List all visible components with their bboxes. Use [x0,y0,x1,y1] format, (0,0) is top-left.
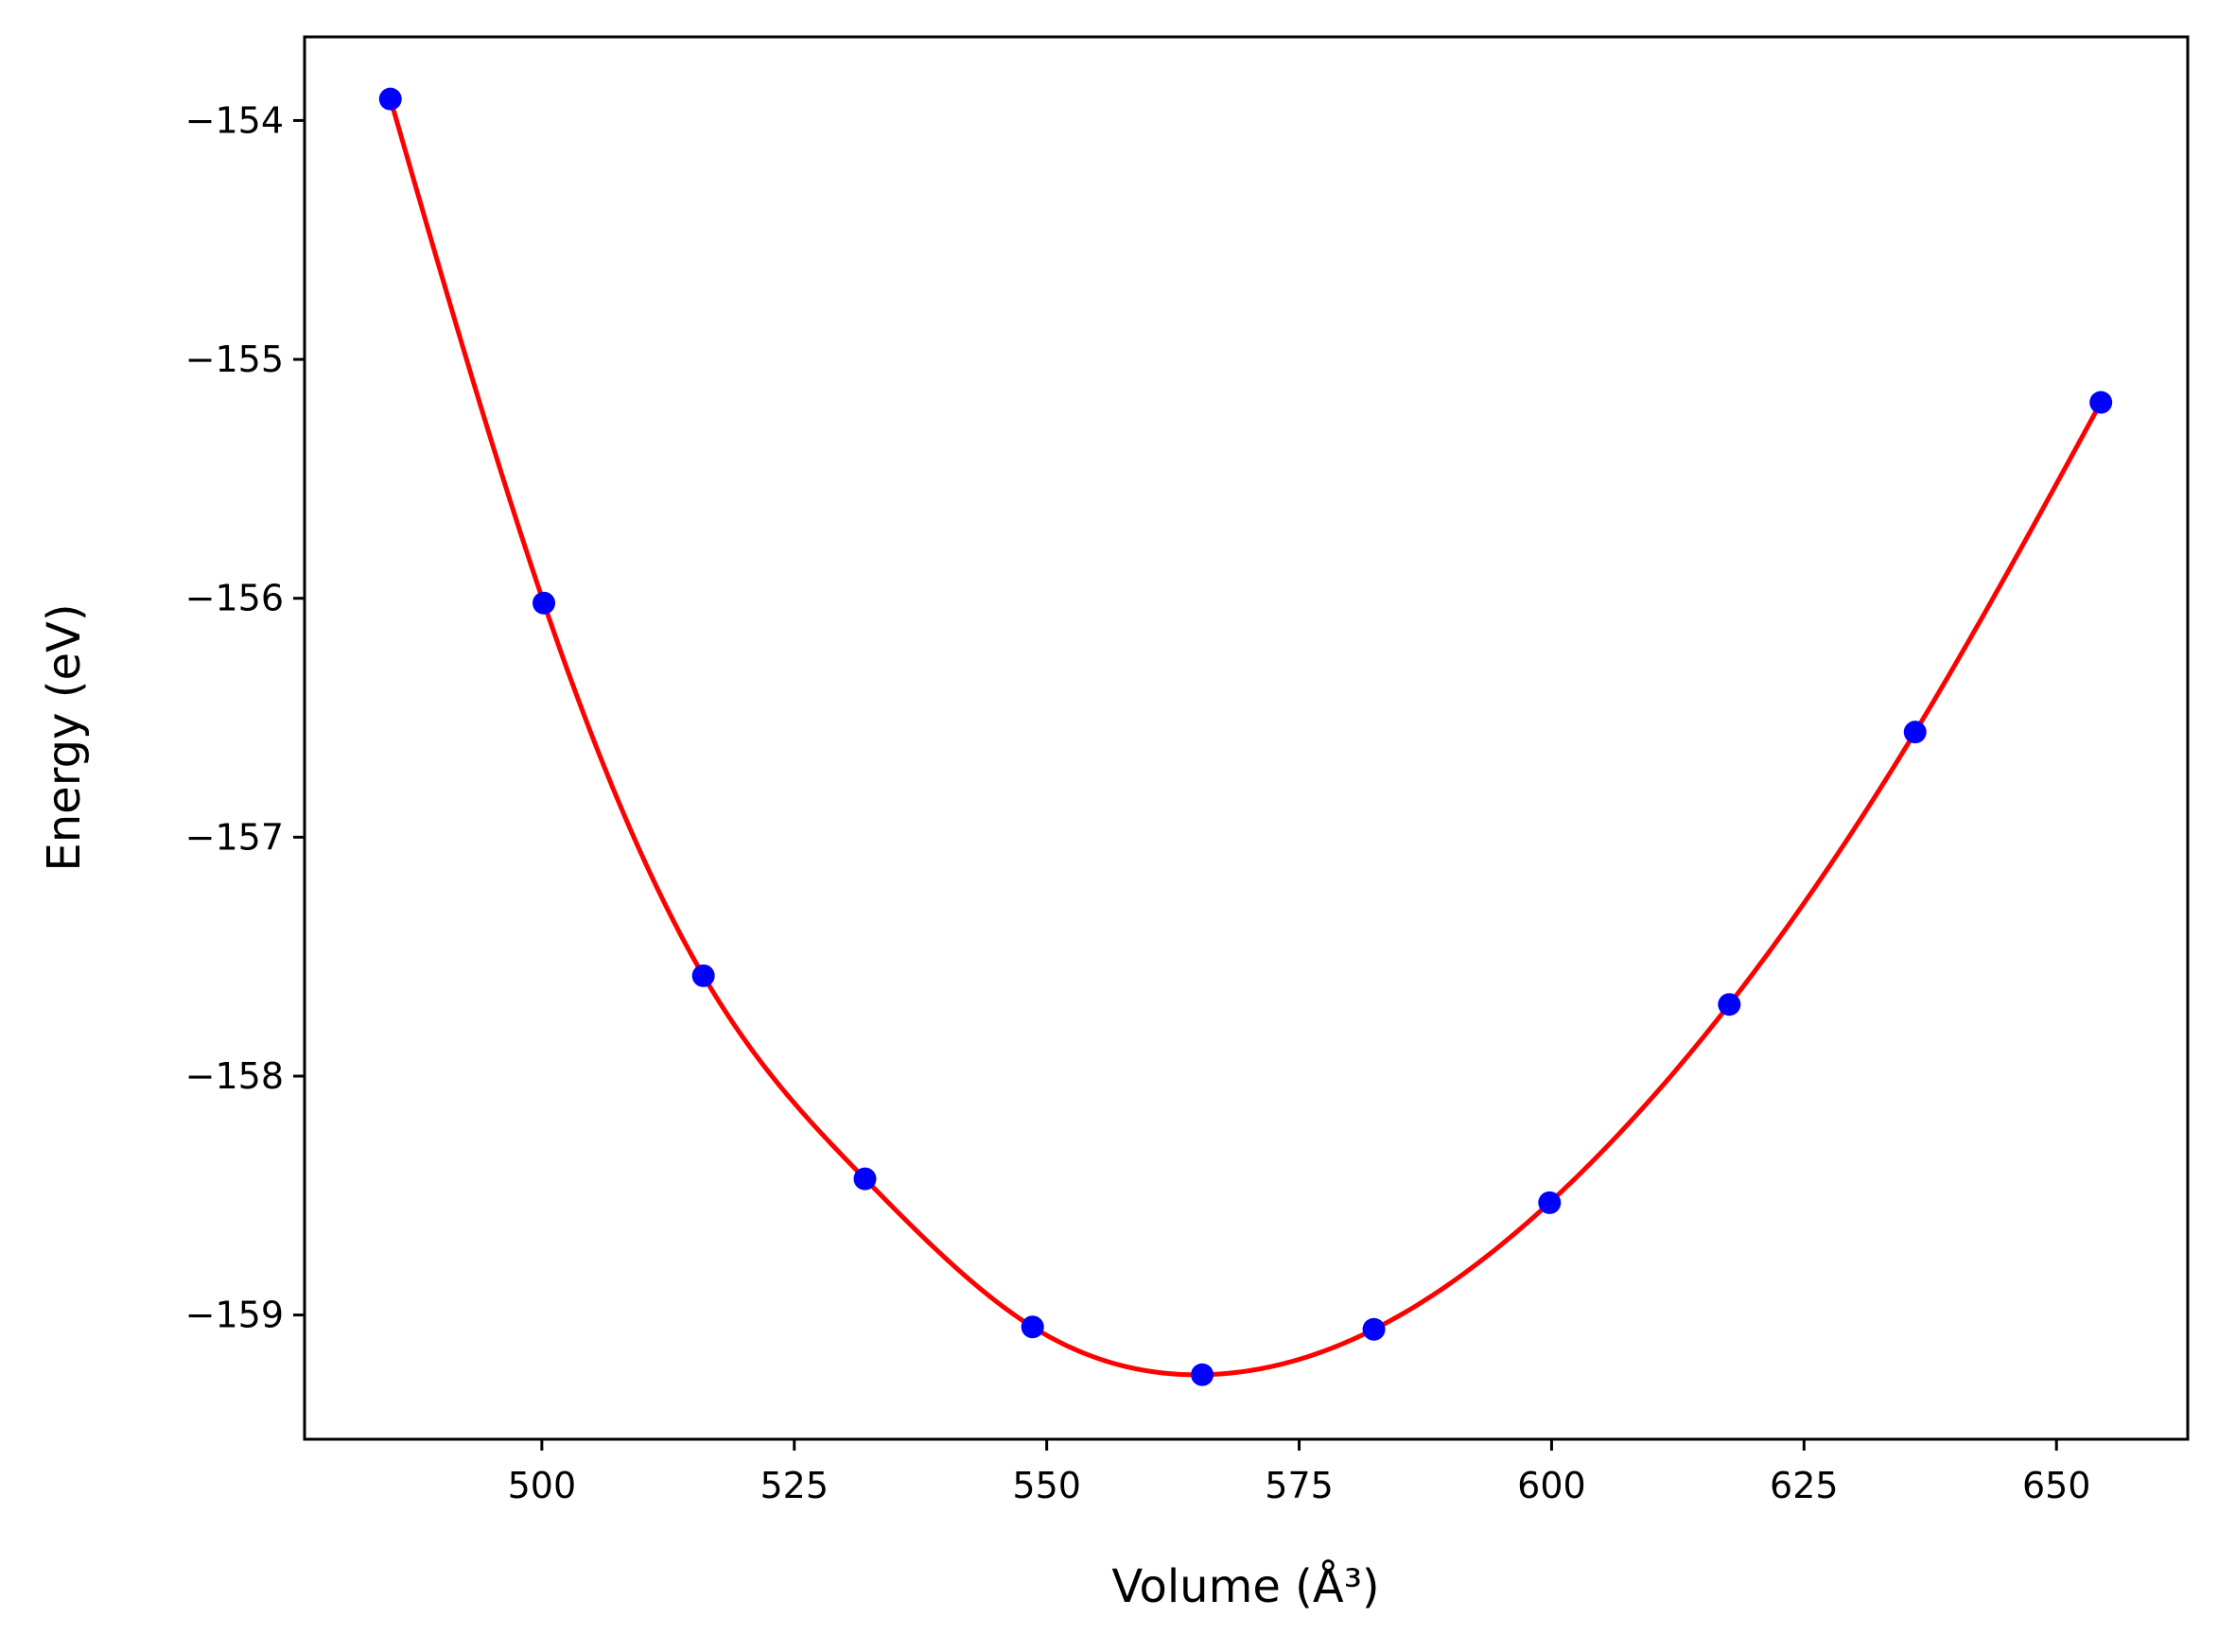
y-tick-label: −159 [185,1295,284,1336]
x-tick-label: 625 [1770,1465,1839,1506]
y-tick-label: −157 [185,816,284,858]
x-tick-label: 500 [508,1465,577,1506]
y-tick-label: −158 [185,1055,284,1097]
data-point [1021,1315,1044,1339]
data-point [1191,1363,1214,1386]
y-tick-label: −155 [185,339,284,380]
x-tick-label: 525 [760,1465,830,1506]
data-point [853,1167,877,1191]
y-tick-label: −154 [185,99,284,141]
data-point [1538,1191,1562,1214]
data-point [1362,1317,1386,1341]
y-tick-label: −156 [185,578,284,619]
data-point [533,591,556,615]
x-tick-label: 650 [2022,1465,2091,1506]
x-axis-ticks: 500 525 550 575 600 625 650 [508,1439,2091,1506]
data-point [691,964,715,987]
data-point [1903,721,1927,744]
plot-area [303,35,2190,1441]
fit-curve-line [388,97,2104,1378]
x-axis-label: Volume (Å³) [1111,1559,1379,1613]
x-tick-label: 575 [1265,1465,1334,1506]
data-point [378,87,402,111]
y-axis-ticks: −154 −155 −156 −157 −158 −159 [185,99,305,1336]
data-point [2089,391,2113,414]
data-points [378,87,2113,1386]
x-tick-label: 600 [1517,1465,1586,1506]
x-tick-label: 550 [1012,1465,1081,1506]
y-axis-label: Energy (eV) [38,603,91,871]
data-point [1718,993,1741,1017]
